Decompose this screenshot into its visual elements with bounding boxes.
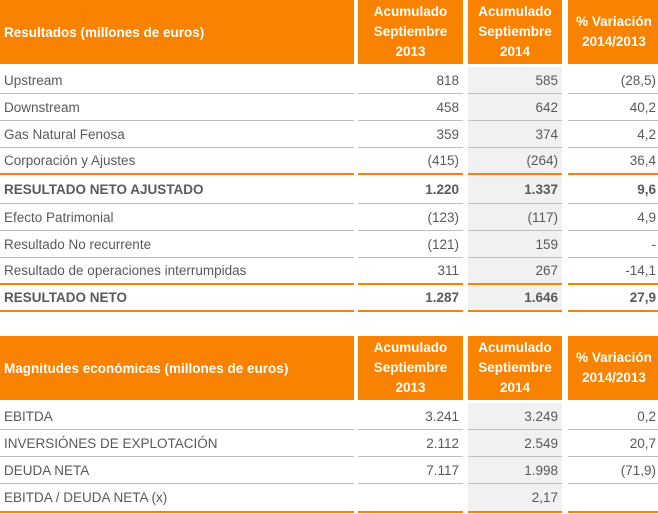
value-2014: (117) [468,204,562,231]
row-label: Gas Natural Fenosa [0,121,354,148]
value-2014: 585 [468,67,562,94]
header-2013: Acumulado Septiembre 2013 [358,336,463,400]
row-label: Downstream [0,94,354,121]
row-label: RESULTADO NETO AJUSTADO [0,175,354,204]
value-2014: 642 [468,94,562,121]
magnitudes-table: Magnitudes económicas (millones de euros… [0,336,658,513]
value-variation: 40,2 [568,94,658,121]
results-header: Resultados (millones de euros) Acumulado… [0,0,658,64]
value-2013 [358,484,463,513]
table-row: Corporación y Ajustes (415) (264) 36,4 [0,148,658,175]
table-row: Efecto Patrimonial (123) (117) 4,9 [0,204,658,231]
table-row: Downstream 458 642 40,2 [0,94,658,121]
table-row: INVERSIÓNES DE EXPLOTACIÓN 2.112 2.549 20,7 [0,430,658,457]
value-2013: 1.220 [358,175,463,204]
value-2013: (123) [358,204,463,231]
value-2013: 2.112 [358,430,463,457]
value-variation: 9,6 [568,175,658,204]
value-2013: 1.287 [358,285,463,312]
value-variation: 20,7 [568,430,658,457]
value-2013: 818 [358,67,463,94]
value-variation: -14,1 [568,258,658,285]
table-row: EBITDA 3.241 3.249 0,2 [0,403,658,430]
value-2013: 311 [358,258,463,285]
value-2014: 2,17 [468,484,562,513]
magnitudes-header: Magnitudes económicas (millones de euros… [0,336,658,400]
value-2014: 1.337 [468,175,562,204]
table-row: RESULTADO NETO AJUSTADO 1.220 1.337 9,6 [0,175,658,204]
value-variation: 4,2 [568,121,658,148]
row-label: DEUDA NETA [0,457,354,484]
header-2014: Acumulado Septiembre 2014 [468,336,562,400]
value-variation [568,484,658,513]
row-label: EBITDA / DEUDA NETA (x) [0,484,354,513]
value-2014: (264) [468,148,562,175]
value-2014: 1.646 [468,285,562,312]
table-row: Gas Natural Fenosa 359 374 4,2 [0,121,658,148]
value-variation: - [568,231,658,258]
value-2013: (415) [358,148,463,175]
table-row: RESULTADO NETO 1.287 1.646 27,9 [0,285,658,312]
value-2014: 3.249 [468,403,562,430]
table-row: EBITDA / DEUDA NETA (x) 2,17 [0,484,658,513]
row-label: Upstream [0,67,354,94]
header-variation: % Variación 2014/2013 [568,0,658,64]
value-variation: 4,9 [568,204,658,231]
value-2013: (121) [358,231,463,258]
header-2014: Acumulado Septiembre 2014 [468,0,562,64]
table-row: Resultado de operaciones interrumpidas 31… [0,258,658,285]
row-label: EBITDA [0,403,354,430]
value-variation: (28,5) [568,67,658,94]
value-2014: 267 [468,258,562,285]
value-2013: 359 [358,121,463,148]
value-2013: 458 [358,94,463,121]
row-label: Efecto Patrimonial [0,204,354,231]
value-2013: 3.241 [358,403,463,430]
table-row: Upstream 818 585 (28,5) [0,67,658,94]
value-variation: 27,9 [568,285,658,312]
row-label: INVERSIÓNES DE EXPLOTACIÓN [0,430,354,457]
value-2014: 159 [468,231,562,258]
value-variation: (71,9) [568,457,658,484]
value-2014: 374 [468,121,562,148]
value-2014: 1.998 [468,457,562,484]
row-label: RESULTADO NETO [0,285,354,312]
table-row: Resultado No recurrente (121) 159- [0,231,658,258]
table-row: DEUDA NETA 7.117 1.998 (71,9) [0,457,658,484]
row-label: Resultado de operaciones interrumpidas [0,258,354,285]
row-label: Resultado No recurrente [0,231,354,258]
value-2014: 2.549 [468,430,562,457]
row-label: Corporación y Ajustes [0,148,354,175]
value-variation: 0,2 [568,403,658,430]
value-2013: 7.117 [358,457,463,484]
value-variation: 36,4 [568,148,658,175]
header-2013: Acumulado Septiembre 2013 [358,0,463,64]
header-title: Resultados (millones de euros) [0,0,354,64]
header-title: Magnitudes económicas (millones de euros… [0,336,354,400]
results-table: Resultados (millones de euros) Acumulado… [0,0,658,312]
header-variation: % Variación 2014/2013 [568,336,658,400]
